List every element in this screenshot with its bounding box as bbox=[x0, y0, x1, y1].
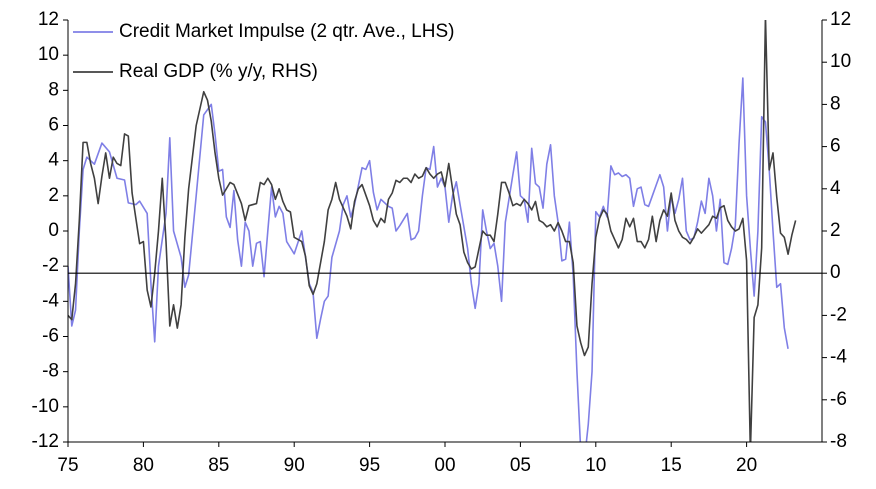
x-tick-label: 75 bbox=[57, 455, 78, 476]
x-tick-label: 80 bbox=[133, 455, 154, 476]
x-tick-label: 95 bbox=[359, 455, 380, 476]
y2-tick-label: -4 bbox=[830, 347, 847, 368]
y-tick-label: -10 bbox=[32, 396, 59, 417]
y-tick-label: 12 bbox=[38, 9, 59, 30]
y2-tick-label: 4 bbox=[830, 178, 841, 199]
y2-tick-label: 0 bbox=[830, 262, 841, 283]
y2-tick-label: 8 bbox=[830, 93, 841, 114]
legend-label: Real GDP (% y/y, RHS) bbox=[119, 61, 318, 82]
y-tick-label: -12 bbox=[32, 431, 59, 452]
y-tick-label: 0 bbox=[48, 220, 59, 241]
y2-tick-label: 6 bbox=[830, 136, 841, 157]
y-tick-label: -4 bbox=[42, 290, 59, 311]
series-line bbox=[68, 77, 789, 442]
y-tick-label: -8 bbox=[42, 361, 59, 382]
y2-tick-label: -8 bbox=[830, 431, 847, 452]
y-tick-label: 8 bbox=[48, 79, 59, 100]
x-tick-label: 10 bbox=[585, 455, 606, 476]
y2-tick-label: 10 bbox=[830, 51, 851, 72]
y-tick-label: 10 bbox=[38, 44, 59, 65]
x-tick-label: 85 bbox=[208, 455, 229, 476]
x-tick-label: 05 bbox=[510, 455, 531, 476]
x-tick-label: 15 bbox=[661, 455, 682, 476]
y2-tick-label: 2 bbox=[830, 220, 841, 241]
y-tick-label: 6 bbox=[48, 115, 59, 136]
y2-tick-label: -2 bbox=[830, 304, 847, 325]
x-tick-label: 90 bbox=[284, 455, 305, 476]
legend-label: Credit Market Impulse (2 qtr. Ave., LHS) bbox=[119, 21, 454, 42]
x-tick-label: 20 bbox=[736, 455, 757, 476]
y-tick-label: 2 bbox=[48, 185, 59, 206]
y-tick-label: 4 bbox=[48, 150, 59, 171]
series-line bbox=[68, 20, 797, 442]
x-tick-label: 00 bbox=[434, 455, 455, 476]
y2-tick-label: 12 bbox=[830, 9, 851, 30]
y-tick-label: -6 bbox=[42, 326, 59, 347]
y-tick-label: -2 bbox=[42, 255, 59, 276]
y2-tick-label: -6 bbox=[830, 389, 847, 410]
plot-area bbox=[68, 20, 797, 442]
